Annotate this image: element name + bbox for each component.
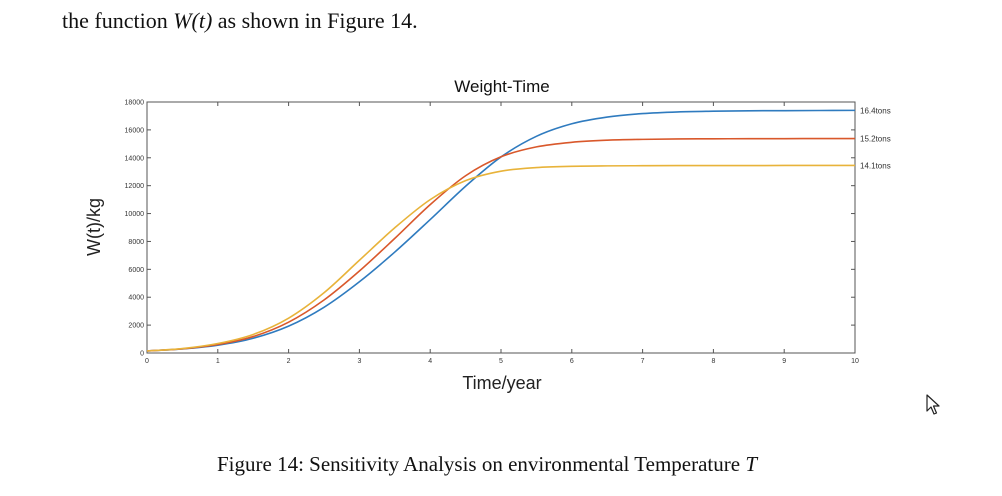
series-line-15.2tons bbox=[146, 137, 856, 352]
intro-suffix: as shown in Figure 14. bbox=[212, 8, 418, 33]
y-tick-label: 12000 bbox=[125, 183, 145, 190]
series-end-label: 16.4tons bbox=[860, 106, 891, 115]
intro-math: W(t) bbox=[173, 8, 213, 33]
x-tick-label: 0 bbox=[145, 358, 149, 365]
series-end-label: 15.2tons bbox=[860, 135, 891, 144]
x-tick-label: 2 bbox=[287, 358, 291, 365]
x-tick-label: 10 bbox=[851, 358, 859, 365]
x-tick-label: 9 bbox=[782, 358, 786, 365]
caption-math: T bbox=[745, 452, 757, 476]
y-tick-label: 14000 bbox=[125, 155, 145, 162]
intro-text: the function W(t) as shown in Figure 14. bbox=[62, 8, 418, 34]
chart-title: Weight-Time bbox=[454, 77, 549, 96]
y-tick-label: 18000 bbox=[125, 100, 145, 107]
series-lines bbox=[146, 109, 856, 352]
y-tick-label: 6000 bbox=[128, 267, 144, 274]
x-tick-label: 7 bbox=[641, 358, 645, 365]
x-axis-label: Time/year bbox=[462, 373, 541, 393]
figure-caption: Figure 14: Sensitivity Analysis on envir… bbox=[0, 452, 974, 477]
y-tick-label: 2000 bbox=[128, 323, 144, 330]
plot-frame bbox=[146, 101, 856, 354]
series-end-labels: 16.4tons 15.2tons 14.1tons bbox=[860, 106, 891, 170]
x-tick-label: 1 bbox=[216, 358, 220, 365]
axis-ticks: 0 1 2 3 4 5 6 7 8 9 10 0 2000 4000 6000 8000 10000 12000 1… bbox=[125, 100, 859, 366]
y-tick-label: 10000 bbox=[125, 211, 145, 218]
x-tick-label: 3 bbox=[357, 358, 361, 365]
series-line-16.4tons bbox=[146, 109, 856, 352]
x-tick-label: 8 bbox=[711, 358, 715, 365]
mouse-cursor-icon bbox=[926, 394, 940, 415]
intro-prefix: the function bbox=[62, 8, 174, 33]
x-tick-label: 4 bbox=[428, 358, 432, 365]
y-tick-label: 0 bbox=[140, 351, 144, 358]
y-tick-label: 16000 bbox=[125, 127, 145, 134]
series-end-label: 14.1tons bbox=[860, 161, 891, 170]
x-tick-label: 6 bbox=[570, 358, 574, 365]
y-tick-label: 4000 bbox=[128, 295, 144, 302]
y-tick-label: 8000 bbox=[128, 239, 144, 246]
y-axis-label: W(t)/kg bbox=[84, 198, 104, 256]
series-line-14.1tons bbox=[146, 164, 855, 352]
caption-prefix: Figure 14: Sensitivity Analysis on envir… bbox=[217, 452, 746, 476]
x-tick-label: 5 bbox=[499, 358, 503, 365]
